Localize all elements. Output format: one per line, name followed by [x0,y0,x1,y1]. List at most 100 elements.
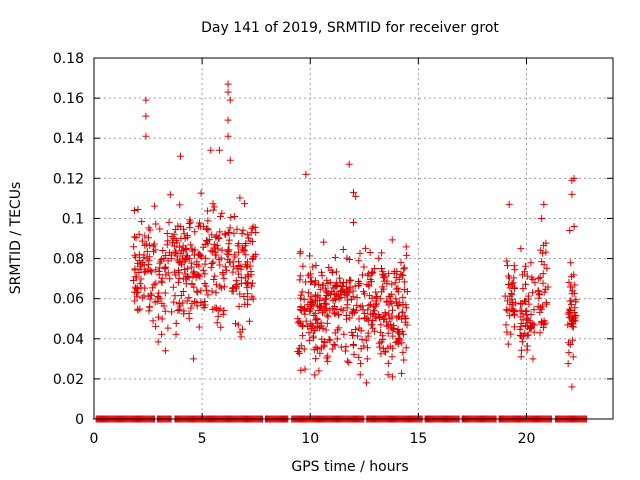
data-point [145,257,153,265]
data-point [182,280,190,288]
data-point [315,367,323,375]
data-point [389,325,397,333]
data-point [335,291,343,299]
data-point [527,324,535,332]
data-point [369,269,377,277]
x-tick-label: 5 [198,431,207,447]
data-point [215,146,223,154]
data-point [217,323,225,331]
data-point [226,258,234,266]
data-point [544,283,552,291]
data-point [146,226,154,234]
data-point [311,316,319,324]
data-point [538,305,546,313]
data-point [161,265,169,273]
data-point [152,322,160,330]
data-point [154,338,162,346]
data-point [191,270,199,278]
data-point [319,325,327,333]
data-point [301,365,309,373]
data-point [370,327,378,335]
data-point [204,291,212,299]
data-point [191,228,199,236]
data-point [135,269,143,277]
data-point [233,225,241,233]
data-point [355,257,363,265]
data-point [170,298,178,306]
data-point [132,234,140,242]
data-point [243,258,251,266]
data-point [316,349,324,357]
data-point [378,288,386,296]
data-point [233,281,241,289]
data-point [531,279,539,287]
data-point [365,316,373,324]
data-point [519,285,527,293]
data-point [538,214,546,222]
data-point [221,263,229,271]
data-point [361,310,369,318]
data-point [510,262,518,270]
data-point [141,284,149,292]
data-point [141,241,149,249]
data-point [150,281,158,289]
data-point [505,272,513,280]
data-point [190,283,198,291]
data-point [379,268,387,276]
data-point [231,251,239,259]
data-point [203,225,211,233]
data-point [523,272,531,280]
data-point [172,319,180,327]
data-point [193,261,201,269]
data-point [358,302,366,310]
data-point [156,295,164,303]
data-point [171,292,179,300]
data-point [296,349,304,357]
data-point [509,301,517,309]
data-point [504,262,512,270]
data-point [237,333,245,341]
data-point [176,258,184,266]
data-point [391,279,399,287]
data-point [565,349,573,357]
data-point [208,287,216,295]
data-point [236,194,244,202]
data-point [318,344,326,352]
data-point [511,266,519,274]
data-point [364,306,372,314]
data-point [401,314,409,322]
data-point [241,300,249,308]
data-point [311,371,319,379]
data-point [240,292,248,300]
data-point [366,248,374,256]
data-point [212,233,220,241]
data-point [202,286,210,294]
data-point [543,264,551,272]
data-point [307,320,315,328]
data-point [141,232,149,240]
data-point [504,281,512,289]
data-point [375,254,383,262]
data-point [523,323,531,331]
data-point [238,230,246,238]
data-point [216,261,224,269]
data-point [372,288,380,296]
data-point [242,239,250,247]
data-point [133,273,141,281]
data-point [130,288,138,296]
data-point [219,310,227,318]
data-point [313,345,321,353]
data-point [364,344,372,352]
data-point [566,226,574,234]
data-point [317,268,325,276]
data-point [307,297,315,305]
data-point [168,308,176,316]
data-point [216,305,224,313]
data-point [305,289,313,297]
data-point [212,289,220,297]
data-point [299,321,307,329]
data-point [158,315,166,323]
data-point [218,246,226,254]
x-tick-label: 10 [301,431,319,447]
